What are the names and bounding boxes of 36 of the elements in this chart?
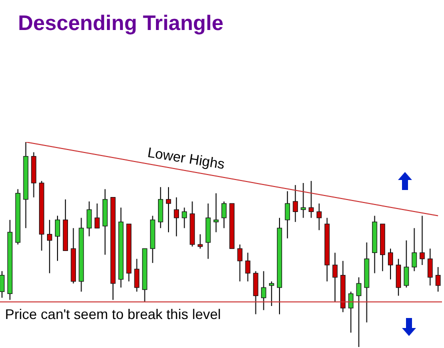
candlestick	[158, 186, 164, 229]
candlestick	[166, 186, 172, 233]
candlestick	[316, 203, 322, 231]
candlestick	[292, 184, 298, 222]
candlestick	[94, 203, 100, 229]
candlestick	[237, 244, 242, 282]
candlestick	[214, 192, 219, 233]
candlestick	[182, 207, 187, 229]
candlestick	[269, 280, 274, 306]
candlestick	[300, 182, 306, 218]
candlestick	[198, 234, 203, 250]
candlestick	[412, 228, 417, 272]
candlestick	[261, 270, 266, 311]
candlestick	[174, 196, 179, 237]
candlestick	[47, 219, 52, 274]
candlestick	[253, 270, 258, 315]
candlestick	[404, 240, 409, 288]
candlestick	[134, 258, 140, 292]
candlestick	[420, 215, 425, 266]
candlestick	[436, 266, 441, 292]
candlestick	[396, 258, 401, 296]
candlestick	[428, 248, 433, 286]
candlestick	[284, 190, 290, 239]
chart-title: Descending Triangle	[18, 12, 224, 36]
candlestick	[388, 248, 394, 280]
candlestick	[54, 215, 60, 262]
candlestick	[348, 291, 354, 334]
annotation: Price can't seem to break this level	[5, 306, 221, 322]
candlestick	[221, 200, 227, 229]
candlestick	[0, 270, 5, 298]
candlestick	[332, 252, 338, 302]
candlestick	[245, 252, 250, 282]
candlestick	[308, 180, 314, 218]
candlestick	[86, 200, 92, 237]
candlestick	[356, 276, 362, 347]
annotation: Lower Highs	[146, 144, 226, 172]
